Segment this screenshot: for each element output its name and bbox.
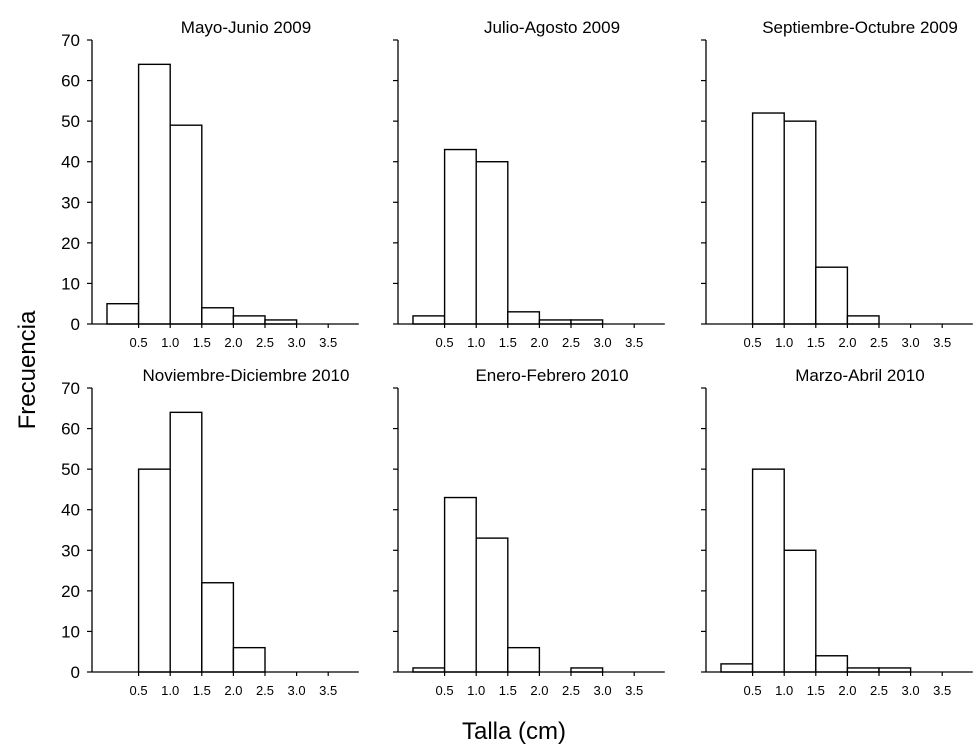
panel-title: Marzo-Abril 2010 <box>795 366 924 385</box>
histogram-bar <box>443 496 477 673</box>
histogram-bar <box>443 148 477 325</box>
x-tick-label: 0.5 <box>130 335 148 350</box>
x-tick-label: 3.0 <box>902 683 920 698</box>
panel: Julio-Agosto 2009 0.5 1.0 1.5 2.0 2.5 3.0 3.5 <box>393 18 665 350</box>
y-tick-label: 10 <box>61 622 80 641</box>
histogram-bar <box>106 303 140 325</box>
x-tick-label: 0.5 <box>130 683 148 698</box>
y-tick-label: 20 <box>61 234 80 253</box>
y-tick-label: 70 <box>61 31 80 50</box>
x-tick-label: 1.5 <box>807 335 825 350</box>
histogram-bar <box>815 266 849 325</box>
x-tick-label: 2.0 <box>224 335 242 350</box>
histogram-bar <box>751 112 785 325</box>
y-tick-label: 40 <box>61 153 80 172</box>
x-tick-label: 1.0 <box>775 335 793 350</box>
x-tick-label: 0.5 <box>744 683 762 698</box>
histogram-bar <box>815 655 849 673</box>
x-tick-label: 3.5 <box>625 683 643 698</box>
panel-title: Septiembre-Octubre 2009 <box>762 18 958 37</box>
panel: Mayo-Junio 2009 0 10 20 30 40 50 60 70 0.5 1.0 1.5 2… <box>61 18 359 350</box>
histogram-bar <box>507 311 541 325</box>
histogram-bar <box>475 161 509 325</box>
histogram-bar <box>201 307 235 325</box>
histogram-bar <box>507 646 541 673</box>
y-tick-label: 30 <box>61 541 80 560</box>
x-tick-label: 1.0 <box>161 683 179 698</box>
histogram-bar <box>232 315 266 325</box>
x-tick-label: 2.0 <box>838 683 856 698</box>
x-tick-label: 3.5 <box>933 683 951 698</box>
y-tick-label: 60 <box>61 72 80 91</box>
y-tick-label: 0 <box>71 315 80 334</box>
histogram-bar <box>169 124 203 325</box>
histogram-bar <box>751 468 785 673</box>
x-tick-label: 1.5 <box>499 683 517 698</box>
y-tick-label: 30 <box>61 193 80 212</box>
panel-title: Mayo-Junio 2009 <box>181 18 311 37</box>
y-tick-label: 50 <box>61 460 80 479</box>
x-tick-label: 2.5 <box>562 683 580 698</box>
y-tick-label: 20 <box>61 582 80 601</box>
histogram-bar <box>232 646 266 673</box>
y-axis-label: Frecuencia <box>14 310 41 429</box>
panel: Marzo-Abril 2010 0.5 1.0 1.5 2.0 2.5 3.0 3.5 <box>701 366 973 698</box>
x-tick-label: 3.5 <box>319 335 337 350</box>
histogram-bar <box>137 63 171 325</box>
x-tick-label: 2.0 <box>224 683 242 698</box>
histogram-bar <box>783 549 817 673</box>
panel-title: Enero-Febrero 2010 <box>475 366 628 385</box>
histogram-bar <box>846 315 880 325</box>
histogram-bar <box>412 315 446 325</box>
x-tick-label: 1.0 <box>775 683 793 698</box>
x-tick-label: 3.0 <box>594 335 612 350</box>
histogram-bar <box>169 411 203 673</box>
y-tick-label: 0 <box>71 663 80 682</box>
x-tick-label: 2.5 <box>870 683 888 698</box>
x-tick-label: 0.5 <box>744 335 762 350</box>
histogram-bar <box>201 582 235 673</box>
x-tick-label: 0.5 <box>436 683 454 698</box>
x-tick-label: 3.0 <box>594 683 612 698</box>
x-tick-label: 1.5 <box>499 335 517 350</box>
x-tick-label: 3.5 <box>319 683 337 698</box>
panel-title: Noviembre-Diciembre 2010 <box>143 366 350 385</box>
x-tick-label: 1.5 <box>807 683 825 698</box>
x-tick-label: 2.5 <box>256 335 274 350</box>
x-axis-label: Talla (cm) <box>462 718 566 745</box>
x-tick-label: 3.0 <box>288 683 306 698</box>
x-tick-label: 1.0 <box>161 335 179 350</box>
histogram-bar <box>475 537 509 673</box>
y-tick-label: 40 <box>61 501 80 520</box>
x-tick-label: 2.5 <box>256 683 274 698</box>
x-tick-label: 2.0 <box>530 335 548 350</box>
x-tick-label: 3.0 <box>288 335 306 350</box>
histogram-bar <box>783 120 817 325</box>
x-tick-label: 3.5 <box>933 335 951 350</box>
x-tick-label: 2.5 <box>562 335 580 350</box>
panel: Enero-Febrero 2010 0.5 1.0 1.5 2.0 2.5 3.0 3.5 <box>393 366 665 698</box>
histogram-bar <box>720 663 754 673</box>
x-tick-label: 1.5 <box>193 335 211 350</box>
histogram-panels: Mayo-Junio 2009 0 10 20 30 40 50 60 70 0.5 1.0 1.5 2… <box>61 18 973 698</box>
x-tick-label: 1.0 <box>467 683 485 698</box>
x-tick-label: 1.0 <box>467 335 485 350</box>
y-tick-label: 50 <box>61 112 80 131</box>
x-tick-label: 3.5 <box>625 335 643 350</box>
x-tick-label: 3.0 <box>902 335 920 350</box>
panel: Septiembre-Octubre 2009 0.5 1.0 1.5 2.0 2.5 3.… <box>701 18 973 350</box>
y-tick-label: 60 <box>61 420 80 439</box>
x-tick-label: 0.5 <box>436 335 454 350</box>
y-tick-label: 70 <box>61 379 80 398</box>
histogram-bar <box>137 468 171 673</box>
x-tick-label: 2.0 <box>530 683 548 698</box>
x-tick-label: 2.0 <box>838 335 856 350</box>
x-tick-label: 1.5 <box>193 683 211 698</box>
panel: Noviembre-Diciembre 2010 0 10 20 30 40 50 60 70 0… <box>61 366 359 698</box>
panel-title: Julio-Agosto 2009 <box>484 18 620 37</box>
y-tick-label: 10 <box>61 274 80 293</box>
x-tick-label: 2.5 <box>870 335 888 350</box>
